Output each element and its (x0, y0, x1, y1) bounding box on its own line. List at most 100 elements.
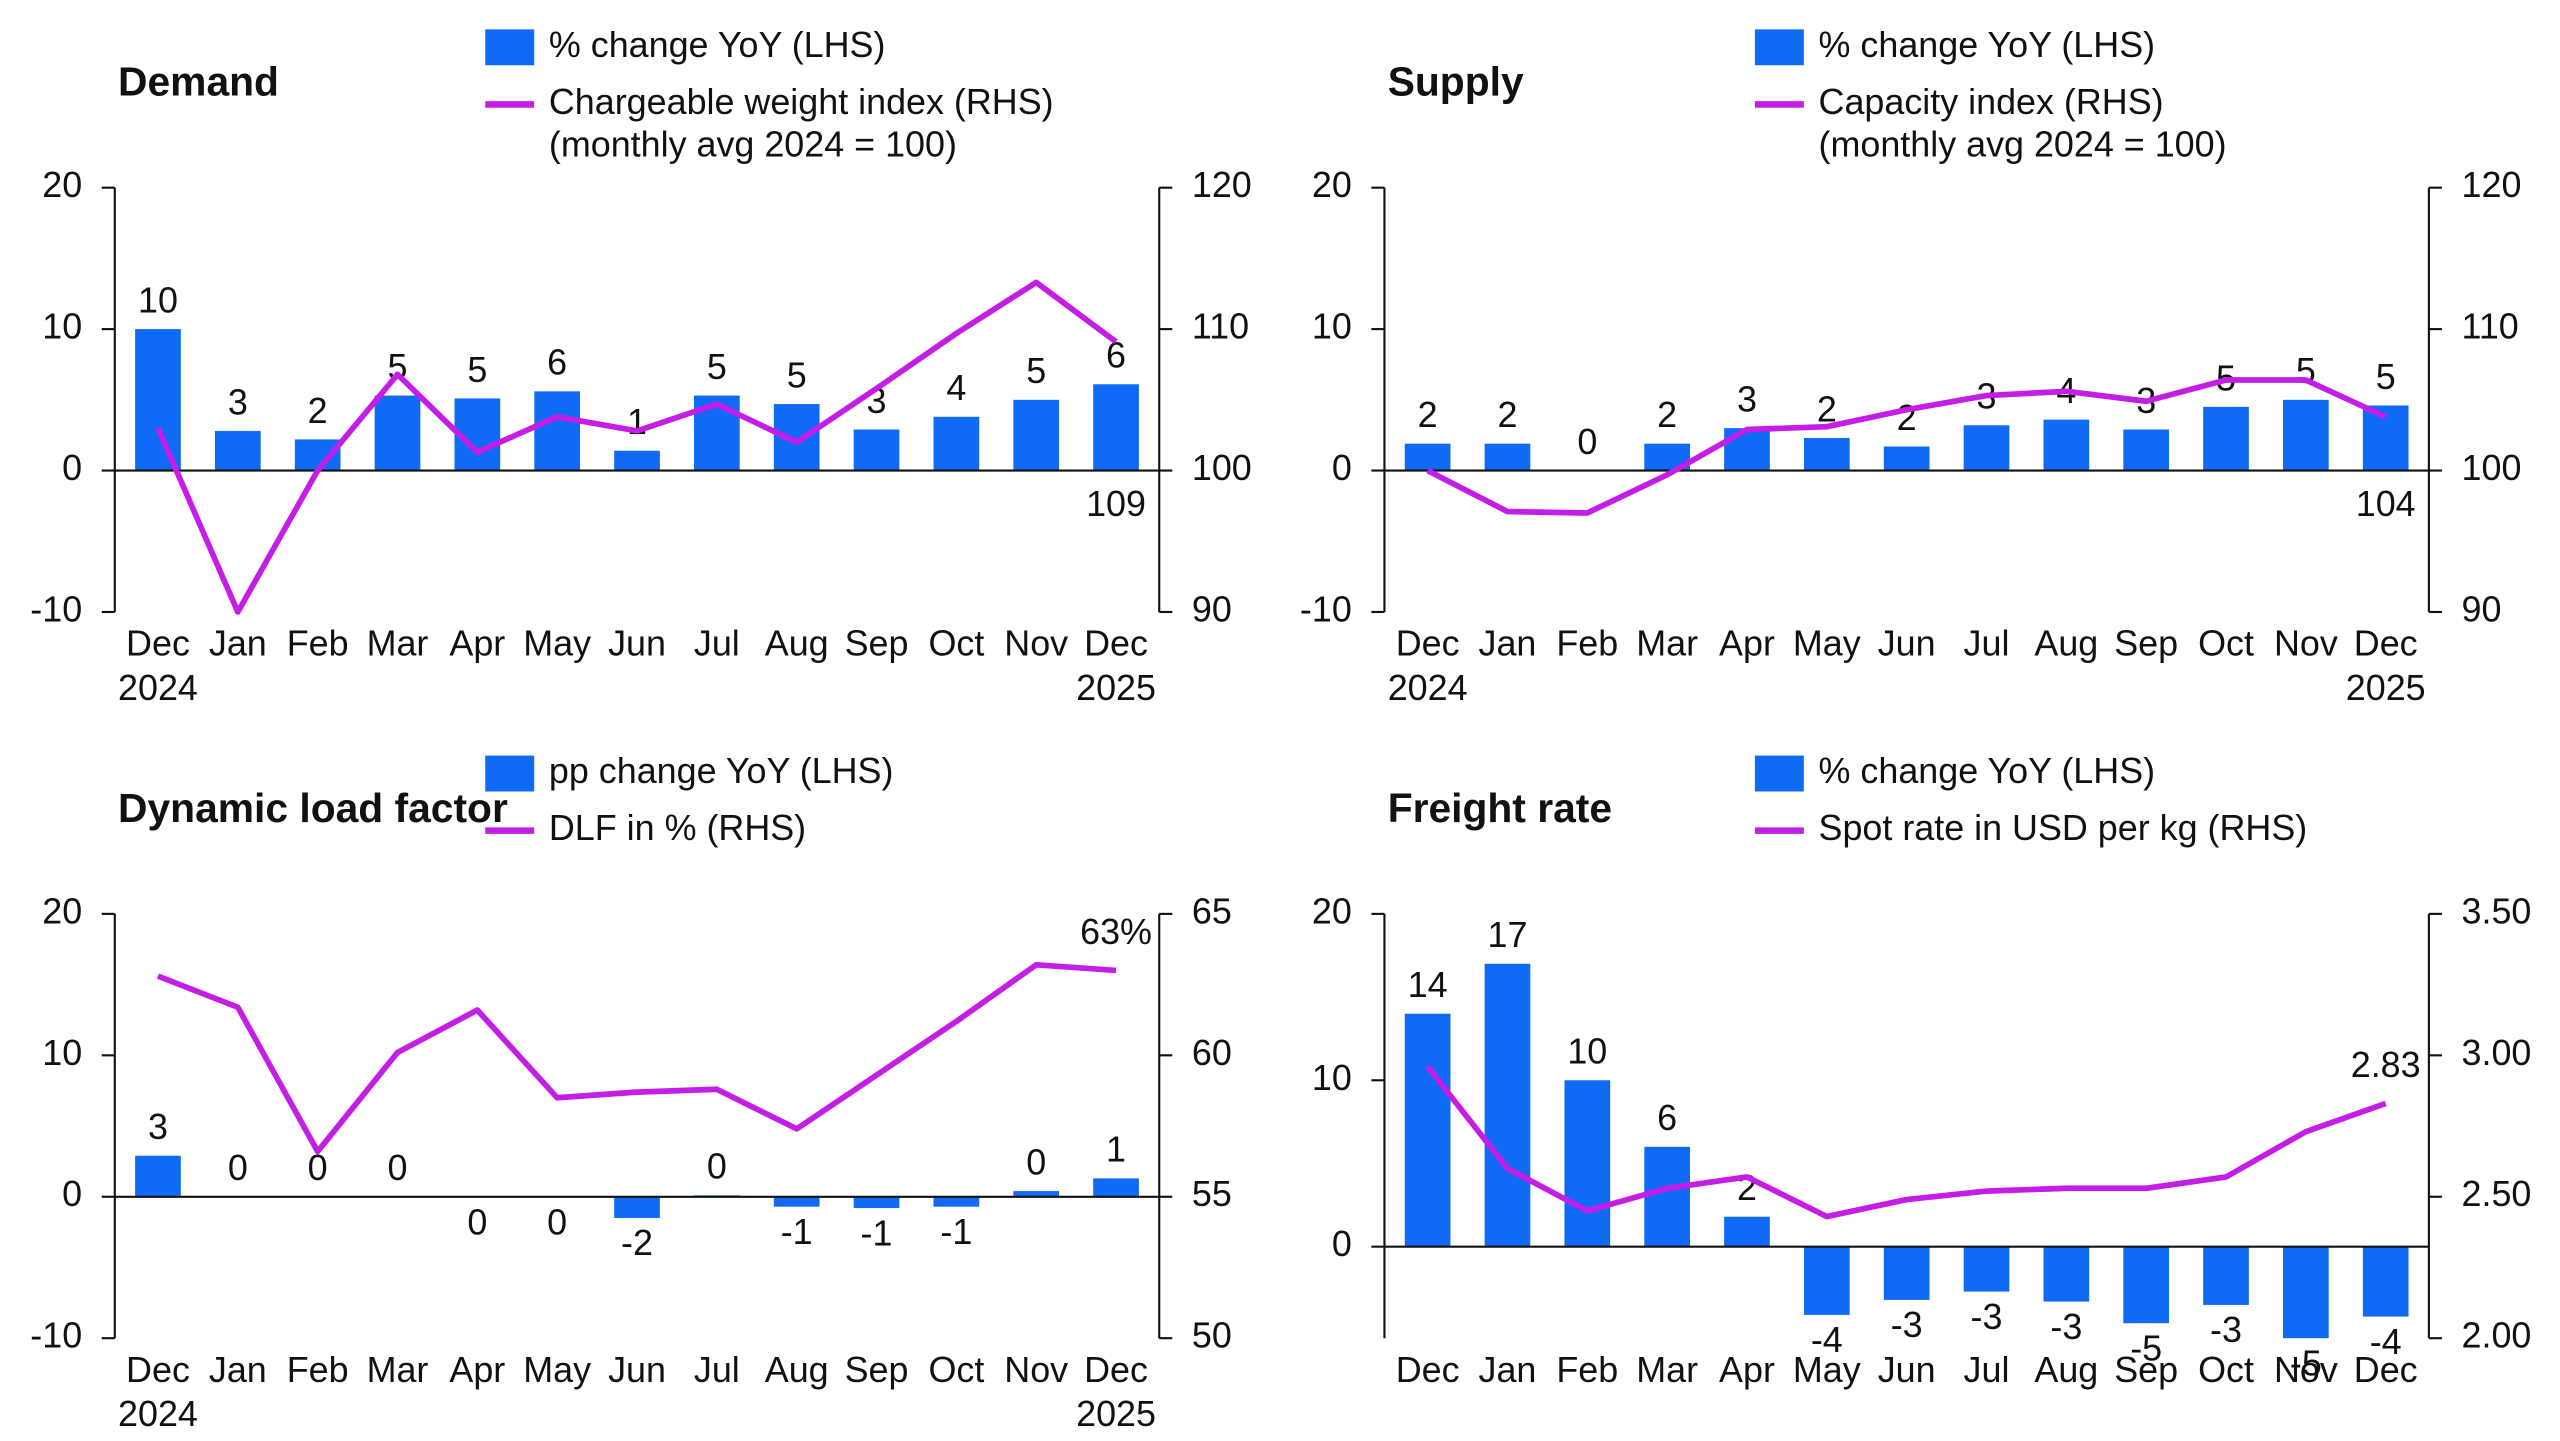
bar-value-label: -4 (2370, 1322, 2402, 1362)
legend-label: pp change YoY (LHS) (549, 751, 894, 791)
bar-value-label: 4 (946, 368, 966, 408)
bar (933, 1196, 980, 1207)
bar (1093, 384, 1139, 471)
bar-value-label: 3 (228, 382, 248, 422)
bar (2123, 429, 2170, 471)
bar (2203, 406, 2249, 471)
bar-value-label: 10 (138, 280, 178, 320)
chart-title: Supply (1388, 59, 1524, 105)
x-tick-label: Nov (2274, 624, 2338, 664)
bar (1013, 1191, 1060, 1197)
x-tick-label: Jun (608, 1350, 666, 1390)
line (156, 961, 1117, 1155)
y-tick-label: 0 (1332, 448, 1352, 488)
bar (1724, 1216, 1770, 1247)
bar (1883, 446, 1930, 471)
bar (374, 395, 421, 471)
y2-tick-label: 110 (2462, 307, 2519, 347)
x-tick-label: Oct (2198, 1350, 2254, 1390)
y2-tick-label: 100 (1192, 448, 1252, 488)
legend-label: Chargeable weight index (RHS) (549, 82, 1054, 122)
x-tick-label: Feb (1556, 1350, 1618, 1390)
y2-tick-label: 60 (1192, 1033, 1232, 1073)
bar-value-label: -3 (2210, 1310, 2242, 1350)
bar-value-label: 5 (787, 355, 807, 395)
legend-label: Spot rate in USD per kg (RHS) (1819, 808, 2308, 848)
y2-tick-label: 3.00 (2462, 1033, 2532, 1073)
y2-tick-label: 110 (1192, 307, 1249, 347)
bar (2283, 1246, 2329, 1339)
x-tick-sublabel: 2024 (118, 668, 198, 708)
x-tick-label: Aug (765, 1350, 829, 1390)
x-tick-label: Apr (1719, 624, 1775, 664)
bar-value-label: 2 (1418, 395, 1438, 435)
x-tick-label: Dec (1084, 1350, 1148, 1390)
x-tick-label: Dec (2354, 1350, 2418, 1390)
legend-swatch (1754, 29, 1804, 66)
bar-value-label: -3 (2050, 1307, 2082, 1347)
y-tick-label: 20 (42, 891, 82, 931)
bar-value-label: 6 (1106, 336, 1126, 376)
y2-tick-label: 90 (2462, 589, 2502, 629)
legend-label: % change YoY (LHS) (1819, 751, 2156, 791)
bar-value-label: 3 (148, 1107, 168, 1147)
bar-value-label: -1 (861, 1213, 893, 1253)
y2-tick-label: 90 (1192, 589, 1232, 629)
x-tick-label: Dec (126, 624, 190, 664)
bar (2362, 1246, 2409, 1317)
y-tick-label: 10 (42, 307, 82, 347)
bar-value-label: 2 (1897, 398, 1917, 438)
bar-value-label: 2 (1817, 389, 1837, 429)
bar (614, 450, 660, 471)
x-tick-label: Apr (1719, 1350, 1775, 1390)
line (155, 279, 1118, 615)
line (1425, 1064, 2387, 1220)
y-tick-label: 0 (62, 1174, 82, 1214)
x-tick-label: Dec (126, 1350, 190, 1390)
x-tick-label: Jul (694, 624, 740, 664)
bar-value-label: 6 (547, 343, 567, 383)
bar (773, 1196, 820, 1207)
bar-value-label: 14 (1408, 965, 1448, 1005)
y2-tick-label: 2.00 (2462, 1316, 2532, 1356)
legend-note: (monthly avg 2024 = 100) (1819, 124, 2227, 164)
x-tick-sublabel: 2025 (1076, 1394, 1156, 1434)
x-tick-label: Mar (367, 624, 429, 664)
y-tick-label: 0 (1332, 1224, 1352, 1264)
chart-panel: Demand % change YoY (LHS) Chargeable weigh… (30, 25, 1251, 708)
y-tick-label: -10 (1300, 589, 1352, 629)
bar-value-label: 0 (547, 1203, 567, 1243)
x-tick-label: Mar (1636, 1350, 1698, 1390)
bar (2123, 1246, 2170, 1324)
y2-tick-label: 100 (2462, 448, 2522, 488)
x-tick-label: Feb (287, 624, 349, 664)
legend-label: % change YoY (LHS) (1819, 25, 2156, 65)
x-tick-label: Dec (1396, 1350, 1460, 1390)
y-tick-label: 10 (42, 1033, 82, 1073)
y-tick-label: 10 (1312, 307, 1352, 347)
x-tick-label: Apr (449, 624, 505, 664)
bar-value-label: -3 (1891, 1305, 1923, 1345)
bar (1963, 1246, 2010, 1292)
y-tick-label: -10 (30, 1316, 82, 1356)
bar-value-label: 0 (228, 1148, 248, 1188)
bar (1484, 963, 1531, 1247)
y-tick-label: 20 (42, 165, 82, 205)
x-tick-label: Jan (1479, 1350, 1537, 1390)
chart-title: Freight rate (1388, 785, 1612, 831)
bar-value-label: 2 (1657, 395, 1677, 435)
bar-value-label: 5 (707, 347, 727, 387)
x-tick-label: Sep (845, 624, 909, 664)
legend-swatch (485, 29, 535, 66)
bar (1404, 443, 1451, 471)
bar-value-label: 2 (1497, 395, 1517, 435)
legend-label: DLF in % (RHS) (549, 808, 806, 848)
chart-title: Demand (118, 59, 279, 105)
bar-value-label: -5 (2130, 1328, 2162, 1368)
x-tick-label: Oct (928, 1350, 984, 1390)
x-tick-label: May (1793, 1350, 1861, 1390)
y-tick-label: 20 (1312, 891, 1352, 931)
legend-swatch (1754, 755, 1804, 792)
bar-value-label: 6 (1657, 1098, 1677, 1138)
